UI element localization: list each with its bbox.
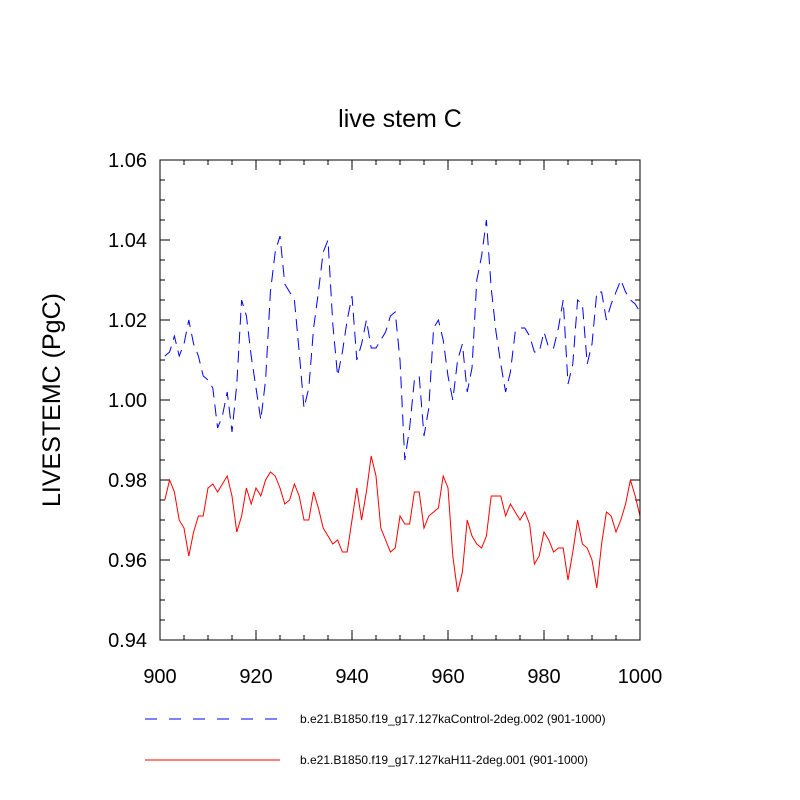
y-tick-label: 1.02: [108, 310, 147, 332]
x-tick-label: 980: [527, 666, 560, 688]
plot-frame: [159, 159, 641, 641]
x-tick-label: 1000: [618, 666, 663, 688]
series-lines: [164, 219, 641, 593]
y-tick-label: 1.04: [108, 230, 147, 252]
x-tick-label: 940: [335, 666, 368, 688]
y-tick-label: 1.00: [108, 390, 147, 412]
x-tick-label: 900: [143, 666, 176, 688]
series-line-h11: [164, 455, 641, 593]
y-tick-label: 1.06: [108, 150, 147, 172]
y-axis-label: LIVESTEMC (PgC): [38, 293, 66, 507]
y-tick-label: 0.96: [108, 550, 147, 572]
legend-label-h11: b.e21.B1850.f19_g17.127kaH11-2deg.001 (9…: [300, 753, 588, 767]
chart-title: live stem C: [338, 105, 462, 133]
x-tick-labels: 900 920 940 960 980 1000: [143, 666, 662, 688]
x-tick-label: 920: [239, 666, 272, 688]
y-tick-labels: 0.94 0.96 0.98 1.00 1.02 1.04 1.06: [108, 150, 147, 652]
series-line-control: [164, 219, 641, 461]
y-tick-label: 0.94: [108, 630, 147, 652]
legend-label-control: b.e21.B1850.f19_g17.127kaControl-2deg.00…: [300, 712, 606, 726]
y-tick-label: 0.98: [108, 470, 147, 492]
x-tick-label: 960: [431, 666, 464, 688]
axis-ticks: [159, 159, 641, 641]
legend: b.e21.B1850.f19_g17.127kaControl-2deg.00…: [145, 712, 606, 767]
